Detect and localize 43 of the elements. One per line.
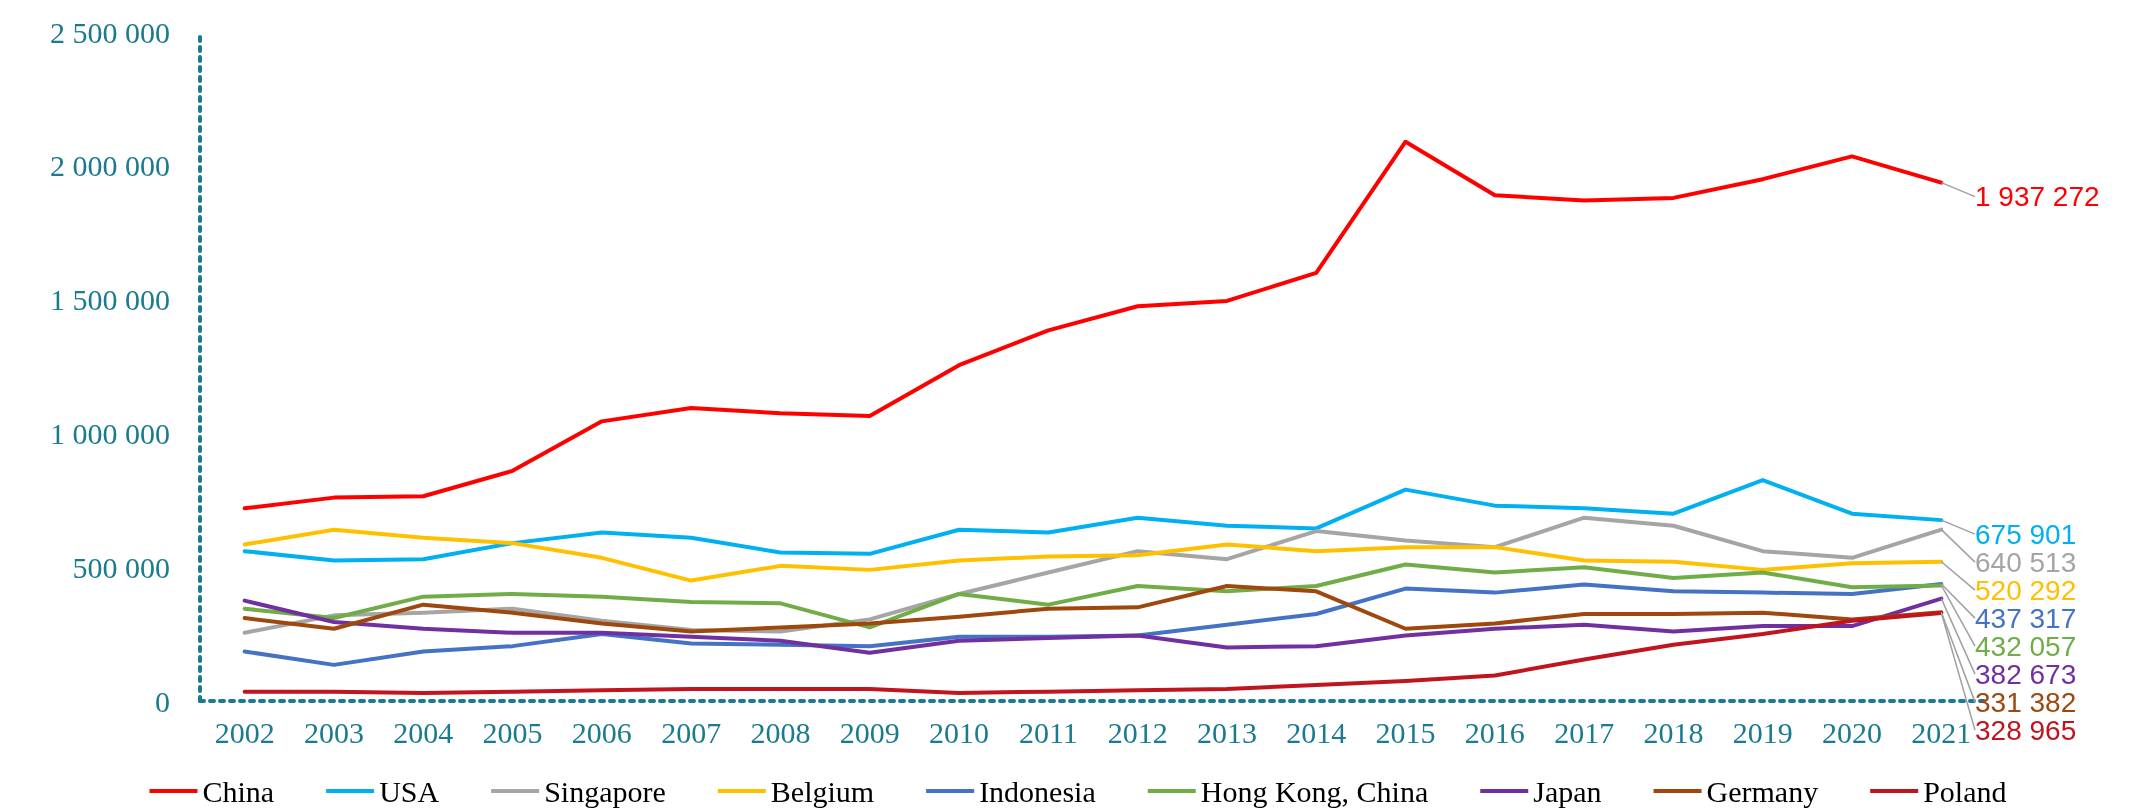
x-tick-label: 2010 xyxy=(929,715,990,749)
line-series xyxy=(242,610,1944,695)
legend-label: Belgium xyxy=(770,774,875,808)
line-series xyxy=(242,583,1944,634)
legend-label: Singapore xyxy=(544,774,666,808)
line-series xyxy=(242,478,1944,563)
y-tick-label: 2 000 000 xyxy=(50,149,170,183)
x-tick-label: 2014 xyxy=(1286,715,1347,749)
x-tick-label: 2011 xyxy=(1018,715,1078,749)
x-tick-label: 2013 xyxy=(1196,715,1257,749)
legend-label: Germany xyxy=(1706,774,1819,808)
x-tick-label: 2019 xyxy=(1732,715,1793,749)
legend-label: Indonesia xyxy=(979,774,1096,808)
x-tick-label: 2012 xyxy=(1107,715,1168,749)
y-tick-label: 2 500 000 xyxy=(50,15,170,49)
x-tick-label: 2003 xyxy=(303,715,364,749)
legend-label: China xyxy=(202,774,275,808)
line-series xyxy=(242,527,1944,583)
x-tick-label: 2005 xyxy=(482,715,543,749)
y-tick-label: 1 000 000 xyxy=(50,416,170,450)
x-tick-label: 2004 xyxy=(393,715,454,749)
line-series xyxy=(242,562,1944,630)
legend-label: Hong Kong, China xyxy=(1200,774,1429,808)
x-tick-label: 2016 xyxy=(1464,715,1525,749)
legend-label: USA xyxy=(379,774,440,808)
legend-label: Poland xyxy=(1923,774,2007,808)
x-tick-label: 2008 xyxy=(750,715,811,749)
line-series xyxy=(242,139,1944,511)
y-tick-label: 1 500 000 xyxy=(50,283,170,317)
line-series xyxy=(242,596,1944,655)
x-tick-label: 2015 xyxy=(1375,715,1436,749)
x-tick-label: 2017 xyxy=(1554,715,1615,749)
y-tick-label: 0 xyxy=(155,684,170,718)
x-tick-label: 2007 xyxy=(661,715,722,749)
x-tick-label: 2002 xyxy=(214,715,275,749)
x-tick-label: 2020 xyxy=(1822,715,1883,749)
x-tick-label: 2009 xyxy=(839,715,900,749)
x-tick-label: 2018 xyxy=(1643,715,1704,749)
x-tick-label: 2006 xyxy=(571,715,632,749)
y-tick-label: 500 000 xyxy=(72,550,170,584)
x-tick-label: 2021 xyxy=(1911,715,1972,749)
data-label: 1 937 272 xyxy=(1975,181,2100,213)
legend-label: Japan xyxy=(1533,774,1602,808)
